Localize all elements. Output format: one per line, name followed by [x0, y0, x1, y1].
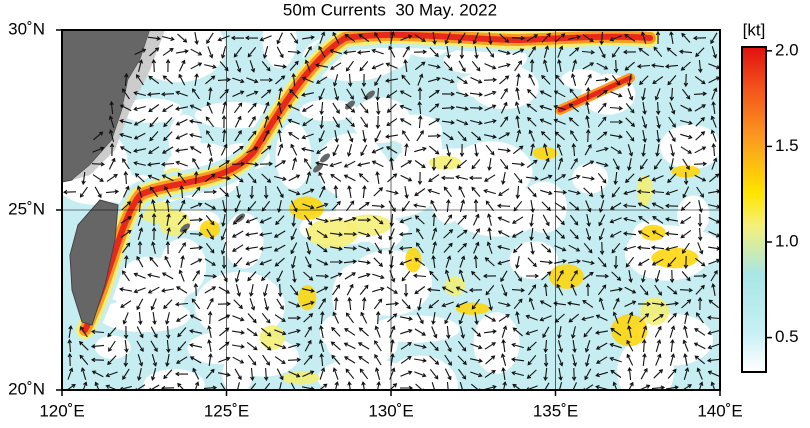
colorbar-tick-label: 1.5: [775, 136, 799, 155]
lat-tick-label: 25˚N: [8, 199, 45, 218]
calm-area: [346, 161, 439, 218]
calm-area: [383, 355, 458, 390]
calm-area: [168, 114, 201, 165]
calm-area: [660, 124, 720, 170]
lat-tick-label: 20˚N: [8, 379, 45, 398]
calm-area: [275, 122, 312, 190]
calm-area: [299, 99, 358, 122]
lon-tick-label: 125˚E: [204, 401, 249, 420]
lon-tick-label: 140˚E: [697, 401, 742, 420]
moderate-current: [428, 155, 462, 170]
calm-area: [120, 98, 183, 123]
lon-tick-label: 130˚E: [368, 401, 413, 420]
colorbar-tick-label: 1.0: [775, 231, 799, 250]
calm-area: [509, 241, 559, 280]
lon-tick-label: 135˚E: [533, 401, 578, 420]
lat-tick-label: 30˚N: [8, 19, 45, 38]
calm-area: [388, 114, 443, 147]
moderate-current: [640, 297, 670, 326]
calm-area: [473, 312, 520, 374]
moderate-current: [532, 146, 558, 160]
moderate-current: [298, 285, 317, 311]
colorbar: [741, 46, 767, 373]
land-shelf: [72, 30, 165, 180]
moderate-current: [548, 264, 584, 289]
moderate-current: [671, 165, 701, 178]
lon-tick-label: 120˚E: [39, 401, 84, 420]
calm-area: [617, 337, 674, 390]
island: [320, 153, 330, 163]
current-field: [62, 30, 720, 390]
island: [180, 223, 190, 233]
island: [365, 90, 375, 100]
moderate-current: [281, 371, 320, 385]
calm-area: [224, 213, 264, 269]
colorbar-tick-label: 2.0: [775, 40, 799, 59]
moderate-current: [405, 247, 422, 273]
calm-area: [677, 195, 710, 235]
calm-area: [520, 181, 567, 233]
calm-area: [449, 141, 533, 201]
map-title: 50m Currents 30 May. 2022: [283, 0, 497, 19]
calm-area: [194, 101, 277, 129]
calm-area: [456, 71, 535, 100]
current-vectors: [62, 30, 720, 390]
moderate-current: [289, 196, 325, 221]
moderate-current: [345, 214, 392, 236]
calm-area: [94, 335, 131, 359]
colorbar-tick-label: 0.5: [775, 327, 799, 346]
moderate-current: [199, 220, 220, 238]
island: [345, 100, 355, 110]
taiwan: [69, 199, 119, 326]
island: [313, 163, 323, 173]
moderate-current: [636, 175, 653, 206]
moderate-current: [444, 276, 465, 296]
calm-area: [262, 30, 297, 69]
colorbar-unit: [kt]: [743, 20, 766, 39]
